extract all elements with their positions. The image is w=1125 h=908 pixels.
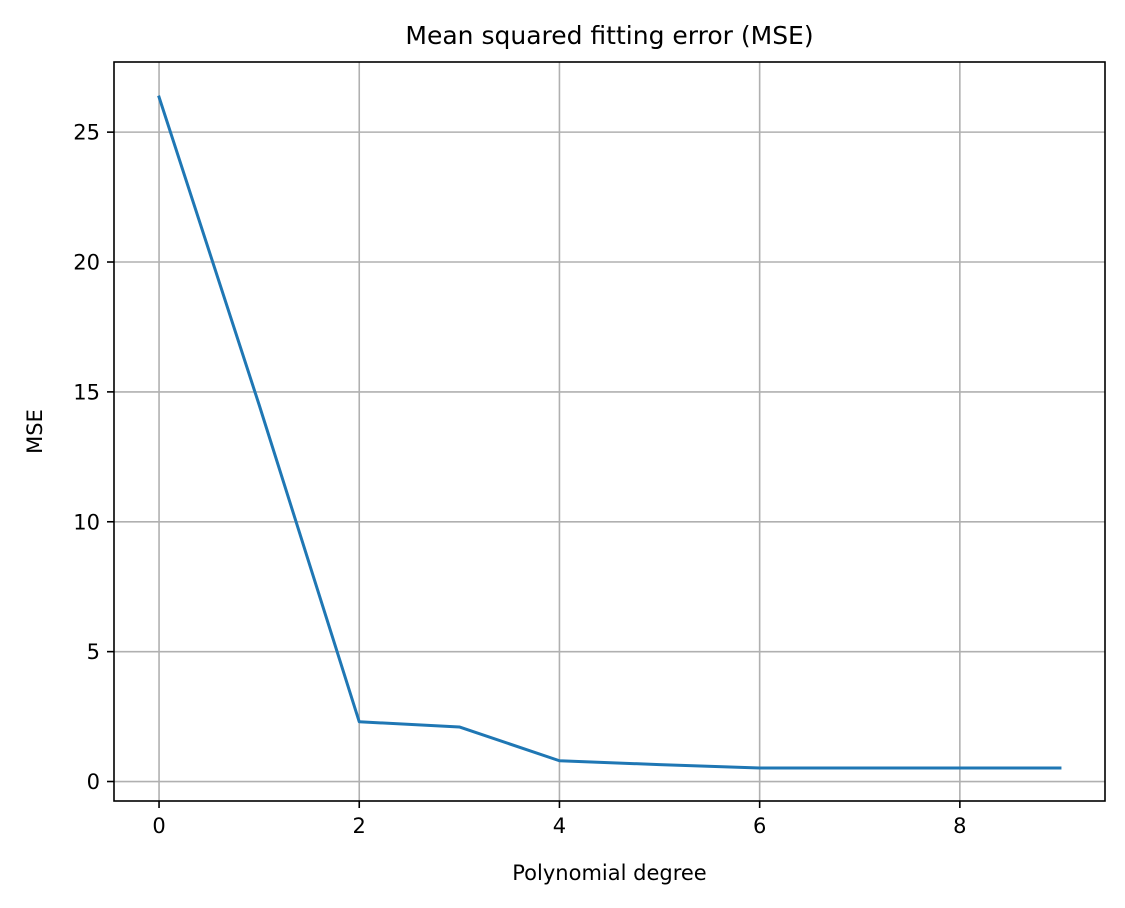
x-axis-label: Polynomial degree: [512, 861, 706, 885]
x-tick-label: 8: [953, 814, 966, 838]
y-tick-label: 25: [73, 121, 100, 145]
y-tick-label: 15: [73, 380, 100, 404]
x-tick-label: 2: [353, 814, 366, 838]
y-tick-label: 0: [87, 770, 100, 794]
x-tick-label: 4: [553, 814, 566, 838]
y-tick-label: 20: [73, 251, 100, 275]
series-layer: [157, 95, 1062, 770]
series-line: [157, 95, 1062, 770]
x-tick-label: 0: [152, 814, 165, 838]
y-tick-label: 5: [87, 640, 100, 664]
y-tick-label: 10: [73, 510, 100, 534]
grid-layer: [114, 62, 1105, 801]
tick-layer: 0 2 4 6 8 0 5 10 15 20 25: [73, 121, 966, 838]
chart-title: Mean squared fitting error (MSE): [405, 21, 813, 50]
x-tick-label: 6: [753, 814, 766, 838]
y-axis-label: MSE: [23, 409, 47, 454]
plot-frame: [113, 61, 1106, 802]
